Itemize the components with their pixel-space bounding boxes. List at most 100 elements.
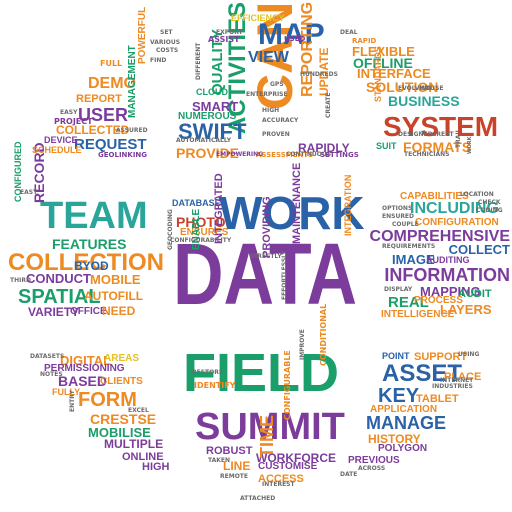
word: WORK bbox=[219, 187, 365, 239]
word: THIRD bbox=[10, 277, 31, 284]
word: PROVEN bbox=[262, 131, 290, 138]
word: PERMISSIONING bbox=[44, 363, 125, 374]
word: KEY bbox=[378, 385, 420, 407]
word: ACCESS bbox=[258, 473, 304, 485]
word: HIGH bbox=[142, 461, 170, 473]
word: CLOUD bbox=[196, 87, 228, 97]
word: SOLUTION bbox=[366, 79, 439, 95]
word: PROCESS bbox=[414, 295, 463, 306]
word: EFFICIENCY bbox=[231, 13, 285, 23]
word: GPS bbox=[270, 81, 284, 88]
word: EVOLVING bbox=[398, 85, 432, 92]
word: IMPROVE bbox=[299, 329, 306, 360]
word: POINT bbox=[382, 351, 410, 361]
word: CLIENTS bbox=[100, 376, 143, 387]
word: RAPID bbox=[352, 37, 377, 45]
word: VIEW bbox=[248, 49, 289, 66]
word: CREATE bbox=[325, 92, 332, 119]
word: INTERFACE bbox=[357, 66, 431, 81]
word: INTERNET bbox=[440, 377, 474, 384]
word: DIFFERENT bbox=[195, 42, 202, 80]
word: CODING bbox=[476, 207, 503, 214]
word: MAPPING bbox=[420, 284, 481, 299]
word: PHOTO bbox=[176, 214, 226, 230]
word: EXPORT bbox=[216, 29, 243, 36]
word: AUDIT bbox=[458, 288, 492, 300]
word: TABLET bbox=[416, 393, 459, 405]
word: TECHNICIANS bbox=[404, 151, 450, 158]
word: ACCURACY bbox=[262, 117, 299, 124]
word: INFORMATION bbox=[384, 265, 510, 285]
word: FULLY bbox=[52, 387, 81, 397]
word: HUNDREDS bbox=[300, 71, 338, 78]
word: EFFORTLESSLY bbox=[281, 250, 288, 300]
word: MAP bbox=[258, 18, 325, 51]
word: HISTORY bbox=[368, 432, 421, 446]
word: ASSESSMENTS bbox=[256, 151, 314, 159]
word: NOTES bbox=[40, 371, 63, 378]
word: ASSURED bbox=[116, 127, 148, 134]
word: DIRECTLY bbox=[250, 253, 282, 260]
word: ENSURED bbox=[382, 213, 415, 220]
word: INCLUDING bbox=[410, 200, 499, 217]
word: CUSTOMISE bbox=[258, 461, 318, 472]
word: FEATURES bbox=[52, 236, 127, 252]
word: SWIFT bbox=[178, 119, 247, 144]
word: CONFIGURABLE bbox=[283, 350, 292, 420]
word: STANDARDS bbox=[373, 46, 383, 102]
word: MAINTENANCE bbox=[291, 162, 303, 244]
word: COSTS bbox=[156, 47, 179, 54]
word: ENTRY bbox=[69, 390, 76, 412]
word: CAPABILITIES bbox=[400, 191, 469, 202]
word: VARIOUS bbox=[150, 39, 181, 46]
word: FORMATS bbox=[403, 139, 472, 155]
word: HIGH bbox=[262, 107, 280, 114]
word: USING bbox=[458, 351, 480, 358]
word: SMART bbox=[192, 99, 239, 114]
word: DEMO bbox=[88, 75, 136, 92]
word: DATE bbox=[340, 471, 358, 478]
word: INTEGRATED bbox=[213, 173, 225, 244]
word: USER bbox=[78, 105, 129, 125]
word: REPORT bbox=[76, 93, 122, 105]
word: ATTACHED bbox=[240, 495, 276, 502]
word: DATA bbox=[173, 225, 358, 323]
word: IMAGE bbox=[392, 252, 435, 267]
word: TIME bbox=[257, 415, 277, 458]
word: SCHEDULE bbox=[32, 145, 82, 155]
word: DIGITAL bbox=[60, 353, 112, 368]
word: PROJECT bbox=[54, 117, 93, 126]
word: CHECK bbox=[478, 199, 501, 206]
word: OPTIONS bbox=[382, 205, 413, 212]
word: ONLINE bbox=[122, 451, 164, 463]
word: NUMEROUS bbox=[178, 111, 237, 122]
word: APPLICATION bbox=[370, 404, 438, 415]
word: TRAIL bbox=[455, 128, 462, 148]
word: SETTINGS bbox=[320, 151, 359, 159]
word: MANAGE bbox=[366, 413, 446, 433]
word: RAPIDLY bbox=[298, 141, 350, 155]
word: WORKFORCE bbox=[256, 451, 336, 465]
word: COLLECT bbox=[448, 242, 510, 257]
word: FIND bbox=[150, 57, 167, 64]
word: DATASETS bbox=[30, 353, 65, 360]
word: TEAM bbox=[40, 195, 148, 237]
word: NEED bbox=[102, 304, 136, 318]
word: LAYERS bbox=[440, 302, 492, 317]
word: ASSET bbox=[382, 360, 463, 387]
word: FIELD bbox=[183, 343, 339, 403]
word: PROVIDING bbox=[261, 196, 273, 258]
word: CONFIGURABILITY bbox=[170, 237, 232, 244]
word: SET bbox=[160, 29, 173, 36]
word: COMPREHENSIVE bbox=[369, 228, 510, 245]
word: REQUIREMENTS bbox=[382, 243, 436, 250]
word: COUPLE bbox=[392, 221, 419, 228]
word: COLLECTION bbox=[8, 249, 164, 276]
word: ASSIST bbox=[208, 35, 240, 44]
word: POLYGON bbox=[378, 443, 428, 454]
word: RESTORE bbox=[192, 369, 223, 376]
word: GEOLINKING bbox=[98, 151, 148, 159]
word: BUSINESS bbox=[388, 93, 460, 109]
word: INDUSTRIES bbox=[432, 383, 473, 390]
